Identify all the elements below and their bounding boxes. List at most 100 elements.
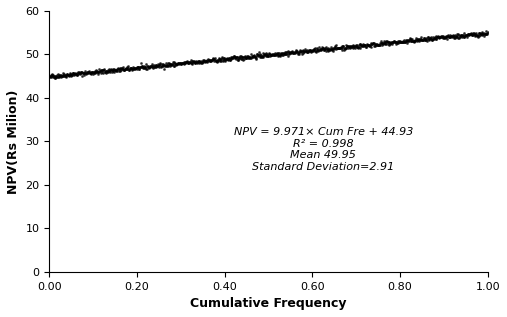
Point xyxy=(422,36,430,41)
Point xyxy=(79,70,87,75)
Point xyxy=(183,60,191,65)
Point xyxy=(181,61,189,66)
Point xyxy=(110,69,118,74)
Point xyxy=(164,64,172,69)
Point xyxy=(283,52,291,57)
Point xyxy=(269,51,277,56)
Point xyxy=(404,37,412,42)
Point xyxy=(339,48,347,53)
Point xyxy=(333,45,341,50)
Point xyxy=(430,36,438,42)
Point xyxy=(193,60,201,65)
Point xyxy=(161,63,169,68)
Point xyxy=(342,45,350,50)
Point xyxy=(387,39,395,44)
Point xyxy=(244,54,252,59)
Point xyxy=(107,68,115,73)
Point xyxy=(287,50,295,55)
Point xyxy=(452,33,460,38)
Point xyxy=(334,45,342,50)
Point xyxy=(56,74,64,79)
Point xyxy=(453,34,461,39)
Point xyxy=(366,42,374,47)
Point xyxy=(317,48,325,53)
Point xyxy=(271,52,279,57)
Point xyxy=(280,51,288,56)
Point xyxy=(225,55,233,61)
Point xyxy=(459,31,467,36)
Point xyxy=(227,55,235,60)
Point xyxy=(258,55,266,60)
Point xyxy=(253,52,261,57)
Point xyxy=(240,55,248,60)
Point xyxy=(412,36,420,41)
Point xyxy=(222,56,230,61)
Point xyxy=(423,36,431,42)
Point xyxy=(260,52,268,57)
Point xyxy=(276,51,284,56)
Point xyxy=(257,53,265,58)
Point xyxy=(356,45,364,50)
Point xyxy=(299,48,307,53)
Point xyxy=(306,48,314,53)
Point xyxy=(160,66,168,71)
Point xyxy=(215,56,224,61)
Point xyxy=(471,32,479,37)
Point xyxy=(64,74,73,79)
Point xyxy=(438,34,446,39)
Point xyxy=(189,59,197,64)
Point xyxy=(279,52,287,57)
Point xyxy=(358,44,366,49)
Point xyxy=(159,62,167,67)
Point xyxy=(316,47,324,52)
Point xyxy=(296,47,304,52)
Point xyxy=(298,49,306,54)
Point xyxy=(125,67,133,72)
Point xyxy=(311,46,319,51)
Point xyxy=(266,51,274,56)
Point xyxy=(93,69,101,74)
Point xyxy=(202,58,210,63)
Point xyxy=(297,49,305,55)
Point xyxy=(228,56,236,61)
Point xyxy=(192,60,200,65)
Point xyxy=(419,38,427,43)
Point xyxy=(84,71,92,76)
Point xyxy=(433,35,441,40)
Point xyxy=(136,64,144,69)
Point xyxy=(264,54,272,59)
Point xyxy=(171,61,179,66)
Point xyxy=(394,39,403,44)
Point xyxy=(193,60,201,65)
Point xyxy=(177,61,186,67)
Point xyxy=(280,52,288,57)
Point xyxy=(226,57,234,62)
Point xyxy=(432,36,440,41)
Point xyxy=(220,57,228,62)
Point xyxy=(323,48,332,53)
Point xyxy=(412,37,420,42)
Point xyxy=(456,33,464,38)
Point xyxy=(291,50,299,55)
Point xyxy=(351,42,359,48)
Point xyxy=(283,50,291,55)
Point xyxy=(458,32,466,37)
Point xyxy=(233,54,241,59)
Point xyxy=(425,36,433,41)
Point xyxy=(337,46,345,51)
Point xyxy=(394,38,402,43)
Point xyxy=(421,38,429,43)
Point xyxy=(66,71,75,76)
Point xyxy=(190,60,198,65)
Point xyxy=(152,63,160,68)
Point xyxy=(475,33,483,38)
Point xyxy=(472,31,480,36)
Point xyxy=(124,65,132,70)
Point xyxy=(136,64,144,69)
Point xyxy=(463,31,472,36)
Point xyxy=(465,32,473,37)
Point xyxy=(321,47,329,52)
Point xyxy=(234,57,242,62)
Point xyxy=(323,47,331,52)
Point xyxy=(297,48,305,53)
